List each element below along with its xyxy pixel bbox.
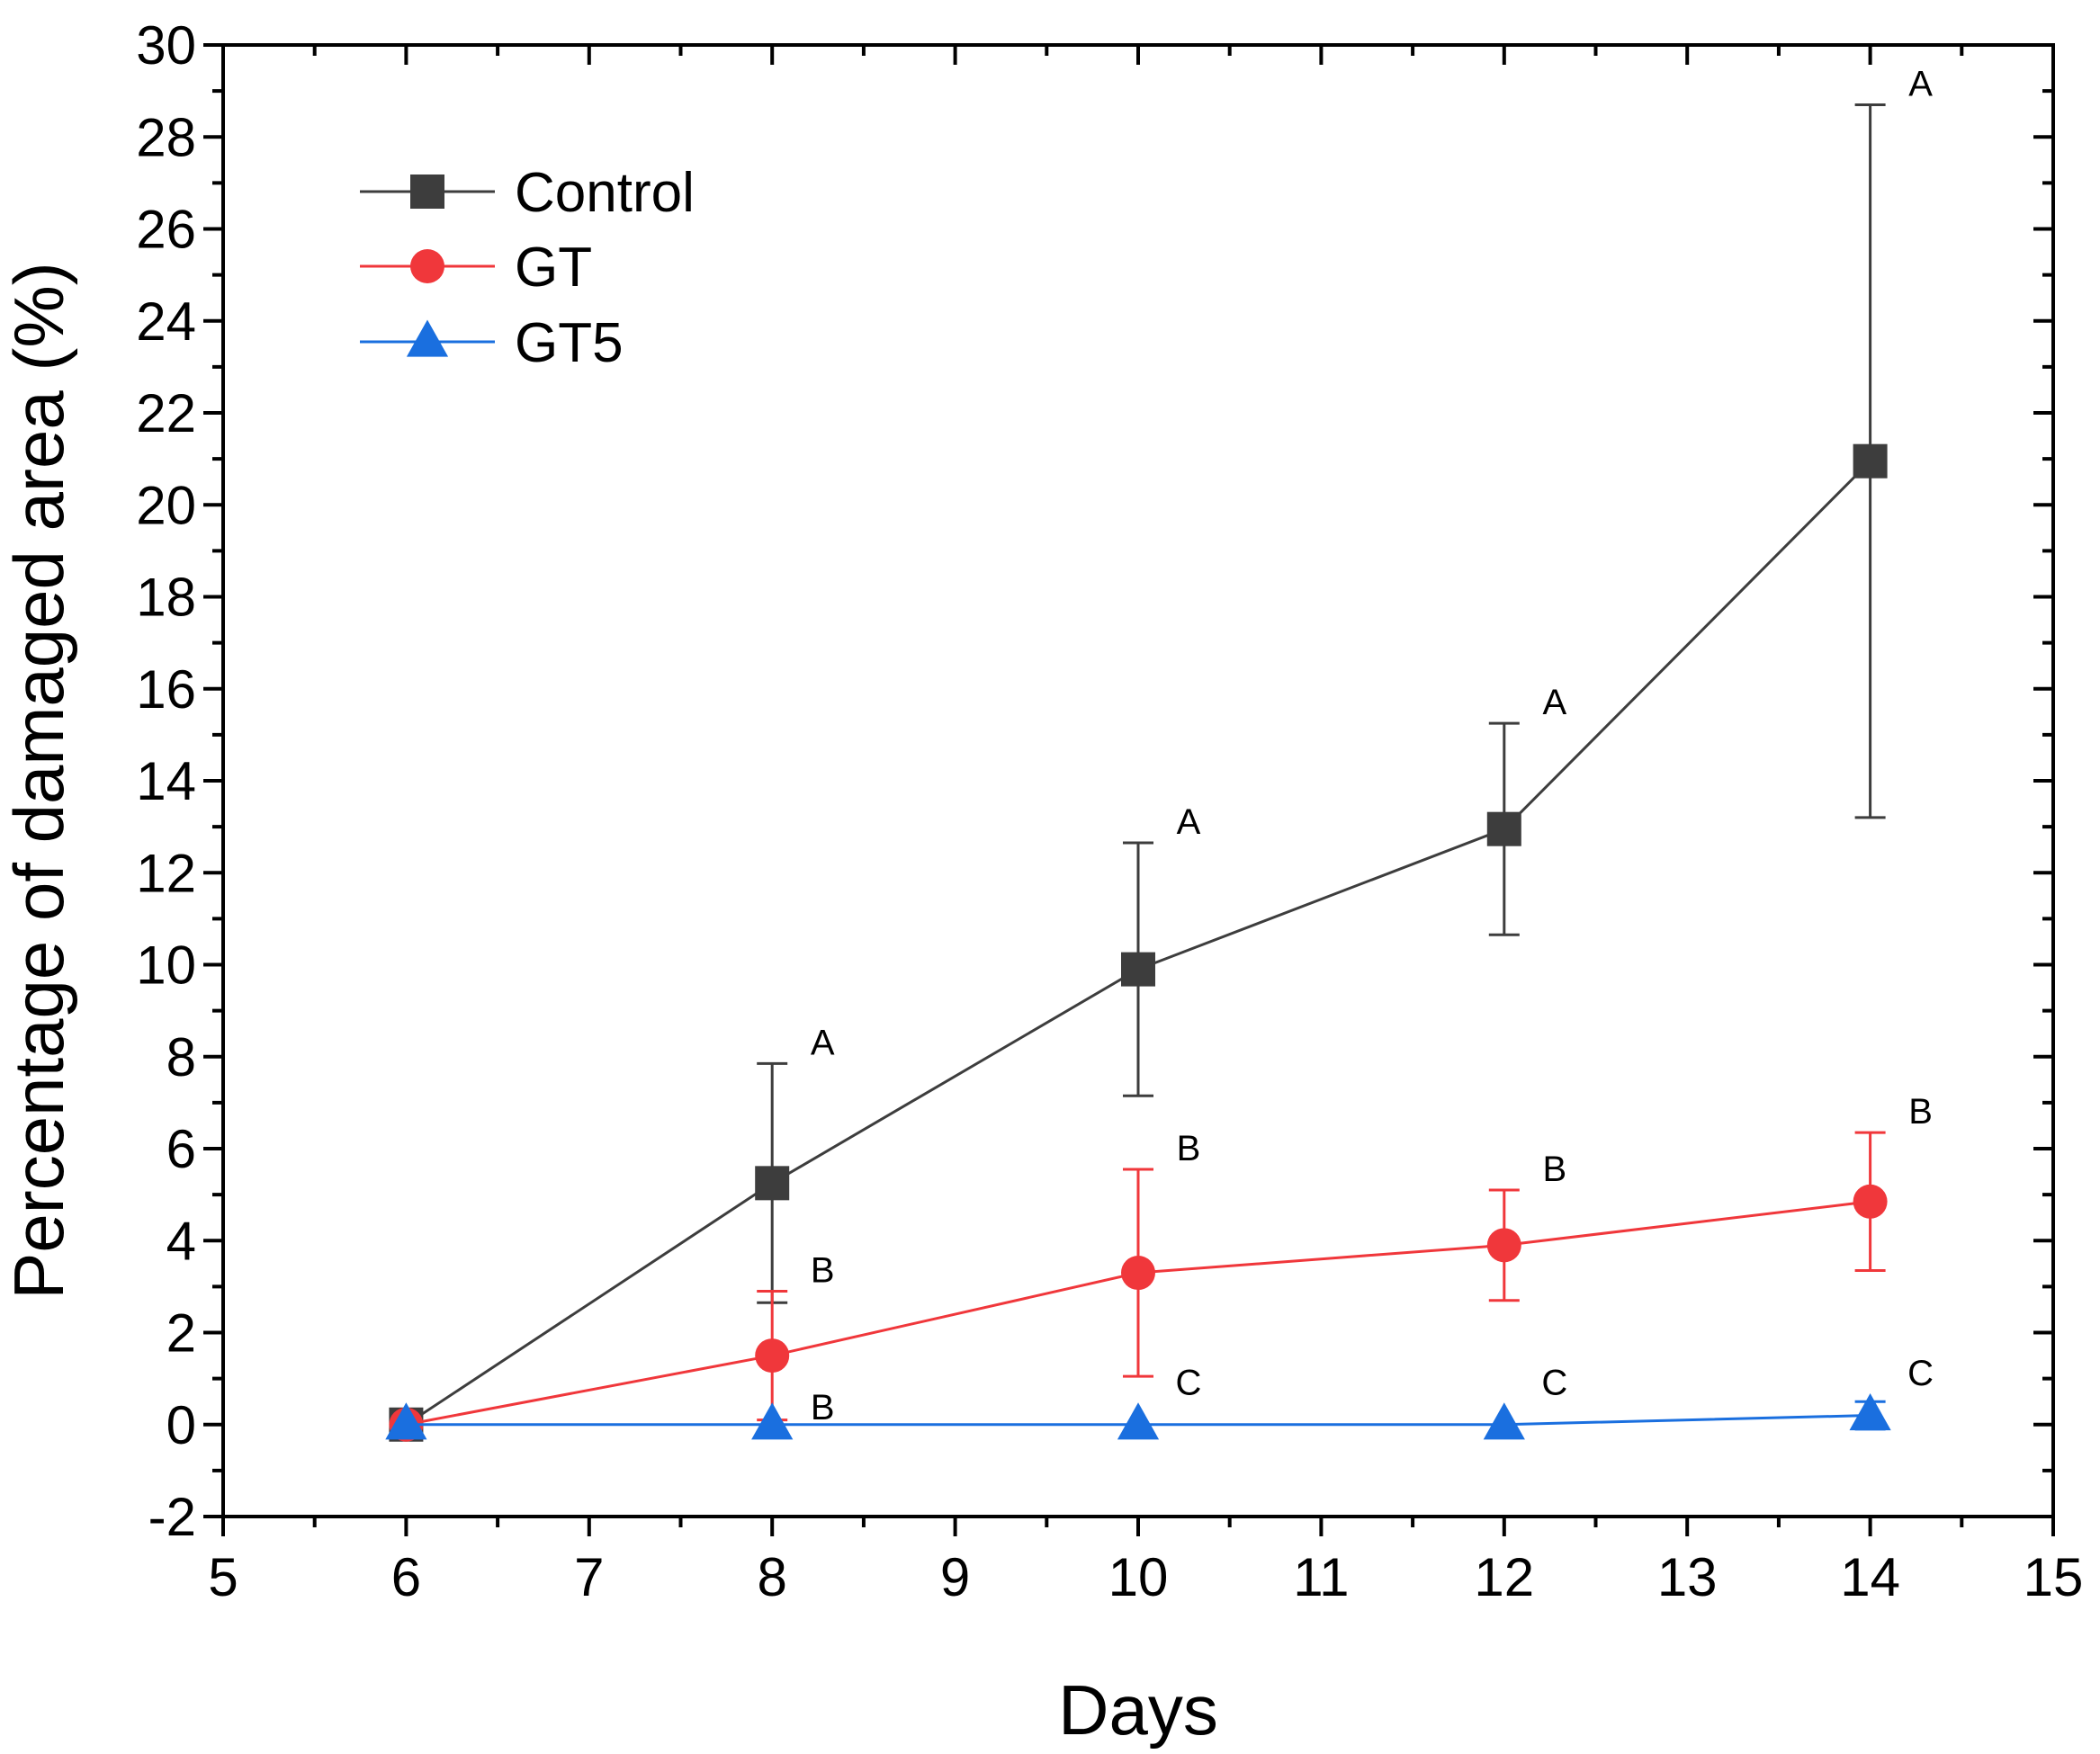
y-tick-label: 8 <box>166 1027 196 1087</box>
data-point-square <box>1853 443 1888 479</box>
series-control: A A A A <box>389 64 1933 1442</box>
legend-label: Control <box>515 162 695 224</box>
y-tick-label: 12 <box>136 843 196 903</box>
y-tick-label: 18 <box>136 568 196 628</box>
series-gt5: BC C C <box>385 1354 1934 1440</box>
data-point-triangle <box>406 319 449 357</box>
data-point-circle <box>1853 1184 1888 1219</box>
y-tick-label: 16 <box>136 659 196 720</box>
x-tick-label: 9 <box>940 1547 970 1607</box>
y-tick-label: 24 <box>136 291 196 352</box>
x-tick-label: 11 <box>1293 1547 1349 1607</box>
x-tick-label: 6 <box>391 1547 421 1607</box>
data-point-triangle <box>1849 1392 1891 1431</box>
x-tick-label: 13 <box>1657 1547 1718 1607</box>
y-tick-label: -2 <box>148 1487 196 1547</box>
data-point-circle <box>1121 1256 1155 1291</box>
x-tick-label: 8 <box>758 1547 787 1607</box>
x-axis-title: Days <box>1058 1670 1218 1750</box>
significance-letter: B <box>811 1388 835 1427</box>
y-tick-label: 26 <box>136 200 196 260</box>
data-point-square <box>1121 952 1155 987</box>
legend: Control GT GT5 <box>360 162 695 374</box>
y-tick-label: 30 <box>136 15 196 76</box>
data-point-triangle <box>751 1402 794 1440</box>
axes: 5 6 7 8 9 10 11 12 13 14 15-2024681012141618202224… <box>136 15 2083 1607</box>
data-point-square <box>1486 811 1521 846</box>
y-tick-label: 28 <box>136 107 196 167</box>
significance-letter: A <box>1542 683 1566 722</box>
x-tick-label: 15 <box>2024 1547 2084 1607</box>
y-tick-label: 6 <box>166 1119 196 1179</box>
data-point-circle <box>1486 1228 1521 1263</box>
significance-letter: A <box>1908 64 1933 103</box>
y-axis-title: Percentage of damaged area (%) <box>0 262 78 1299</box>
x-tick-label: 5 <box>208 1547 238 1607</box>
significance-letter: B <box>1542 1150 1566 1189</box>
significance-letter: C <box>1176 1363 1202 1402</box>
y-tick-label: 0 <box>166 1395 196 1455</box>
significance-letter: B <box>1908 1092 1933 1132</box>
x-tick-label: 7 <box>574 1547 604 1607</box>
significance-letter: C <box>1541 1363 1567 1402</box>
significance-letter: A <box>811 1023 835 1062</box>
x-tick-label: 10 <box>1108 1547 1169 1607</box>
y-tick-label: 14 <box>136 751 196 811</box>
legend-label: GT5 <box>515 312 624 374</box>
y-tick-label: 10 <box>136 935 196 996</box>
data-point-circle <box>410 249 444 283</box>
x-tick-label: 12 <box>1474 1547 1534 1607</box>
y-tick-label: 2 <box>166 1303 196 1364</box>
legend-item-gt: GT <box>360 237 592 299</box>
series-group: A A A A B B B B B C C C <box>385 64 1934 1442</box>
data-point-square <box>410 175 444 209</box>
data-point-triangle <box>385 1402 427 1440</box>
significance-letter: A <box>1177 802 1201 842</box>
data-point-square <box>755 1166 790 1201</box>
legend-label: GT <box>515 237 592 299</box>
data-point-triangle <box>1483 1402 1525 1440</box>
y-tick-label: 22 <box>136 383 196 443</box>
data-point-triangle <box>1117 1402 1160 1440</box>
y-tick-label: 20 <box>136 475 196 535</box>
significance-letter: B <box>811 1250 835 1290</box>
legend-item-control: Control <box>360 162 695 224</box>
significance-letter: C <box>1907 1354 1934 1393</box>
y-tick-label: 4 <box>166 1211 196 1271</box>
legend-item-gt5: GT5 <box>360 312 624 374</box>
data-point-circle <box>755 1338 790 1374</box>
significance-letter: B <box>1177 1129 1201 1168</box>
series-gt: B B B B <box>389 1092 1933 1442</box>
x-tick-label: 14 <box>1840 1547 1900 1607</box>
